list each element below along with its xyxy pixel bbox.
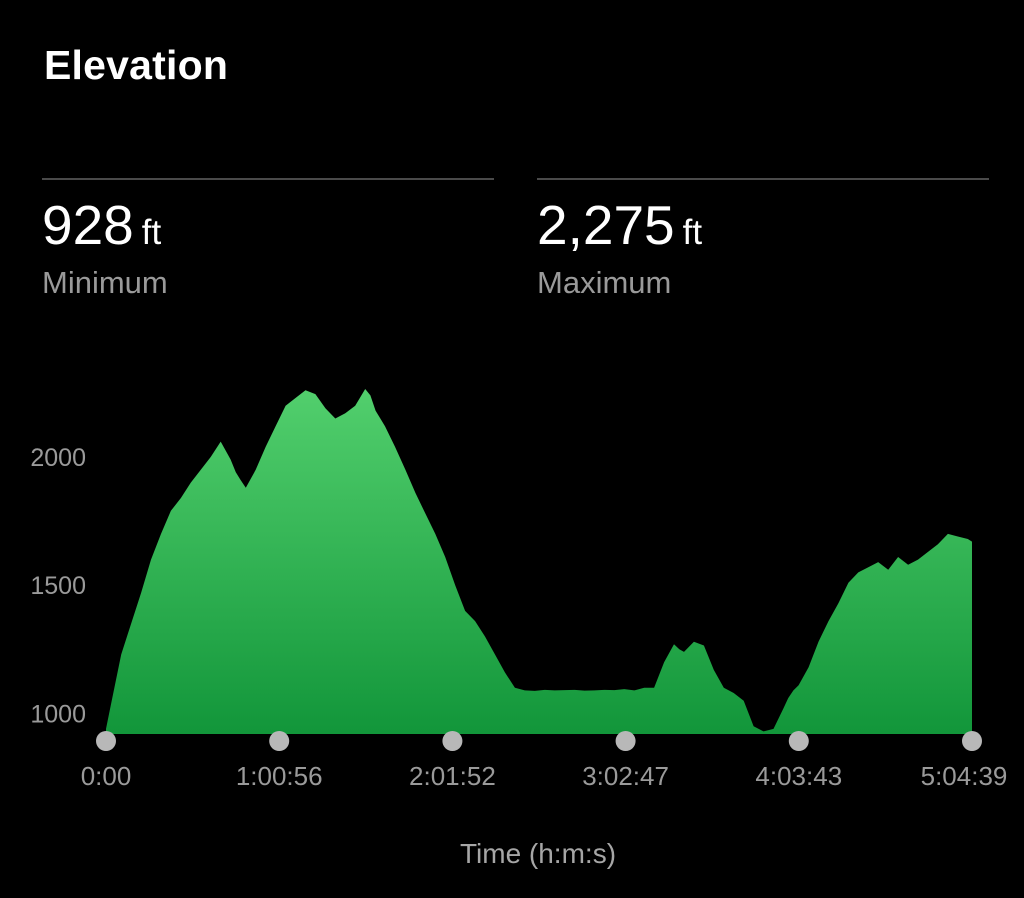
y-tick-label: 1000 <box>30 700 86 728</box>
maximum-value-row: 2,275 ft <box>537 198 989 253</box>
minimum-label: Minimum <box>42 265 168 300</box>
x-tick-label: 0:00 <box>81 761 132 791</box>
x-tick-label: 1:00:56 <box>236 761 323 791</box>
y-tick-label: 1500 <box>30 572 86 600</box>
x-tick-dot <box>269 731 290 751</box>
minimum-value: 928 <box>42 194 134 256</box>
x-tick-label: 5:04:39 <box>921 761 1008 791</box>
x-tick-label: 4:03:43 <box>755 761 842 791</box>
x-tick-label: 2:01:52 <box>409 761 496 791</box>
x-tick-dot <box>442 731 463 751</box>
x-tick-dot <box>962 731 982 751</box>
maximum-label: Maximum <box>537 265 672 300</box>
page-title: Elevation <box>44 42 229 88</box>
y-tick-label: 2000 <box>30 444 86 472</box>
x-tick-dot <box>96 731 116 751</box>
maximum-value: 2,275 <box>537 194 675 256</box>
x-tick-dot <box>615 731 636 751</box>
elevation-area <box>106 389 972 734</box>
x-tick-label: 3:02:47 <box>582 761 669 791</box>
x-axis-label: Time (h:m:s) <box>460 838 616 869</box>
maximum-unit: ft <box>682 213 703 252</box>
minimum-unit: ft <box>141 213 162 252</box>
x-tick-dot <box>788 731 809 751</box>
minimum-value-row: 928 ft <box>42 198 494 253</box>
maximum-stat: 2,275 ft Maximum <box>537 178 989 301</box>
minimum-stat: 928 ft Minimum <box>42 178 494 301</box>
